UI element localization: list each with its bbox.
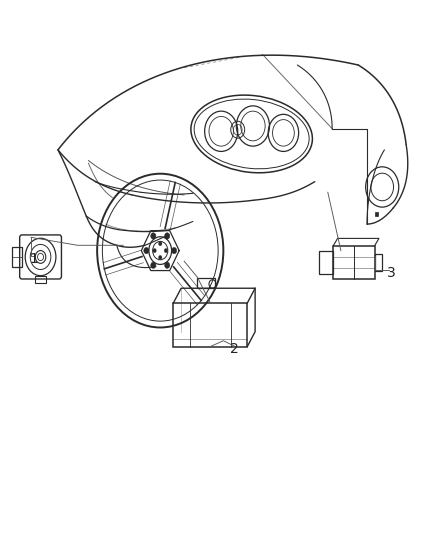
Circle shape — [144, 247, 149, 254]
Circle shape — [151, 262, 156, 269]
FancyBboxPatch shape — [375, 213, 378, 216]
Circle shape — [159, 241, 162, 246]
Circle shape — [153, 248, 156, 253]
Circle shape — [151, 233, 156, 239]
Text: 3: 3 — [387, 266, 395, 280]
Circle shape — [172, 247, 177, 254]
Circle shape — [164, 248, 168, 253]
Circle shape — [165, 262, 170, 269]
Text: 1: 1 — [30, 252, 39, 265]
Text: 2: 2 — [230, 342, 239, 356]
Circle shape — [165, 233, 170, 239]
Circle shape — [159, 255, 162, 260]
